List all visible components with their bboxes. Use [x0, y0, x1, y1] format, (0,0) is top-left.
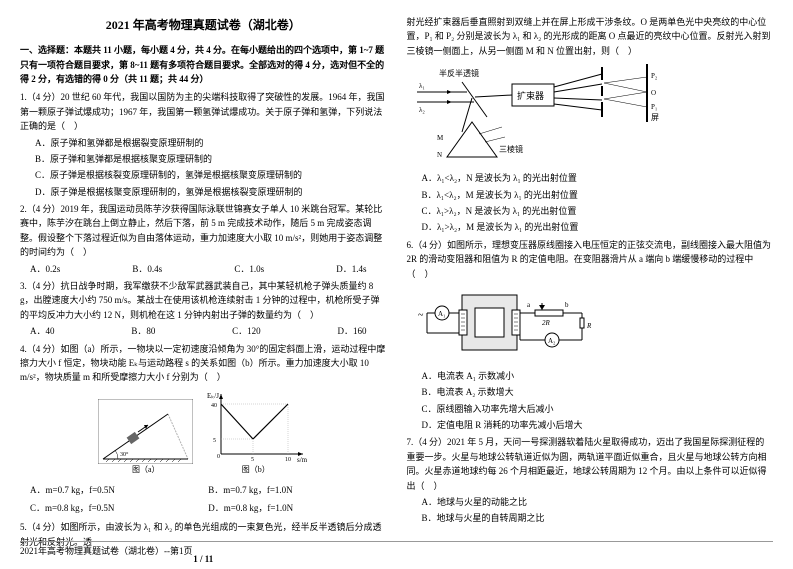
svg-text:M: M: [437, 134, 444, 142]
q1-opt-d: D．原子弹是根据核聚变原理研制的，氢弹是根据核裂变原理研制的: [35, 185, 387, 199]
q5-label-ping: 屏: [651, 113, 659, 122]
q1-stem: 1.（4 分）20 世纪 60 年代，我国以国防为主的尖端科技取得了突破性的发展…: [20, 90, 387, 133]
q3-stem: 3.（4 分）抗日战争时期，我军缴获不少敌军武器武装自己，其中某轻机枪子弹头质量…: [20, 279, 387, 322]
q1-opt-b: B．原子弹和氢弹都是根据核聚变原理研制的: [35, 152, 387, 166]
q2-opt-b: B．0.4s: [132, 262, 162, 276]
q4-fig-b-label: 图（b）: [203, 464, 308, 477]
section-heading: 一、选择题：本题共 11 小题，每小题 4 分，共 4 分。在每小题给出的四个选…: [20, 43, 387, 86]
q3-opt-d: D．160: [337, 324, 366, 338]
q4-opt-c: C．m=0.8 kg，f=0.5N: [30, 501, 208, 515]
q4-xlabel: s/m: [297, 456, 308, 464]
q1-opt-a: A．原子弹和氢弹都是根据裂变原理研制的: [35, 136, 387, 150]
svg-text:A₁: A₁: [438, 310, 446, 318]
q5-cont: 射光经扩束器后垂直照射到双缝上并在屏上形成干涉条纹。O 是两单色光中央亮纹的中心…: [407, 15, 774, 58]
q4-figures: 30°: [20, 389, 387, 477]
q3-opt-b: B．80: [131, 324, 155, 338]
q2-opt-a: A．0.2s: [30, 262, 60, 276]
svg-text:30°: 30°: [120, 451, 129, 458]
right-column: 射光经扩束器后垂直照射到双缝上并在屏上形成干涉条纹。O 是两单色光中央亮纹的中心…: [407, 12, 774, 567]
question-3: 3.（4 分）抗日战争时期，我军缴获不少敌军武器武装自己，其中某轻机枪子弹头质量…: [20, 279, 387, 339]
q6-opt-b: B．电流表 A₂ 示数增大: [422, 385, 774, 399]
question-7: 7.（4 分）2021 年 5 月，天问一号探测器软着陆火星取得成功，迈出了我国…: [407, 435, 774, 525]
q3-opt-c: C．120: [232, 324, 261, 338]
q4-figure-a: 30°: [98, 399, 193, 464]
svg-text:5: 5: [213, 438, 216, 444]
footer-text: 2021年高考物理真题试卷（湖北卷）--第1页: [20, 546, 193, 556]
svg-text:a: a: [527, 301, 531, 309]
q4-ylabel: Eₖ/J: [207, 392, 219, 400]
q5-opt-d: D．λ₁>λ₂，M 是波长为 λ₁ 的光出射位置: [422, 220, 774, 234]
svg-text:b: b: [565, 301, 569, 309]
svg-text:A₂: A₂: [548, 337, 556, 345]
q4-opt-a: A．m=0.7 kg，f=0.5N: [30, 483, 208, 497]
q5-figure: 半反半透镜 λ₁ λ₂ 扩束器: [407, 62, 667, 167]
question-1: 1.（4 分）20 世纪 60 年代，我国以国防为主的尖端科技取得了突破性的发展…: [20, 90, 387, 199]
svg-text:λ₁: λ₁: [419, 82, 425, 90]
q4-opt-b: B．m=0.7 kg，f=1.0N: [208, 483, 386, 497]
left-column: 2021 年高考物理真题试卷（湖北卷） 一、选择题：本题共 11 小题，每小题 …: [20, 12, 387, 567]
q3-opt-a: A．40: [30, 324, 55, 338]
q2-opt-c: C．1.0s: [234, 262, 264, 276]
q6-opt-d: D．定值电阻 R 消耗的功率先减小后增大: [422, 418, 774, 432]
q5-label-lengjin: 三棱镜: [499, 144, 523, 154]
svg-text:λ₂: λ₂: [419, 106, 425, 114]
question-4: 4.（4 分）如图（a）所示，一物块以一定初速度沿倾角为 30°的固定斜面上滑，…: [20, 342, 387, 518]
svg-text:P₂: P₂: [651, 72, 658, 80]
svg-text:40: 40: [211, 403, 217, 409]
exam-title: 2021 年高考物理真题试卷（湖北卷）: [20, 16, 387, 35]
q4-options: A．m=0.7 kg，f=0.5N B．m=0.7 kg，f=1.0N C．m=…: [20, 481, 387, 518]
svg-text:~: ~: [418, 310, 424, 321]
q6-figure: A₁ ~ a b 2R R: [407, 285, 597, 365]
question-5-cont: 射光经扩束器后垂直照射到双缝上并在屏上形成干涉条纹。O 是两单色光中央亮纹的中心…: [407, 15, 774, 235]
svg-text:O: O: [651, 89, 656, 97]
question-6: 6.（4 分）如图所示，理想变压器原线圈接入电压恒定的正弦交流电，副线圈接入最大…: [407, 238, 774, 433]
q7-options: A．地球与火星的动能之比 B．地球与火星的自转周期之比: [407, 495, 774, 526]
page-footer: 2021年高考物理真题试卷（湖北卷）--第1页: [20, 541, 773, 557]
q6-stem: 6.（4 分）如图所示，理想变压器原线圈接入电压恒定的正弦交流电，副线圈接入最大…: [407, 238, 774, 281]
q5-options: A．λ₁<λ₂，N 是波长为 λ₁ 的光出射位置 B．λ₁<λ₂，M 是波长为 …: [407, 171, 774, 235]
q4-opt-d: D．m=0.8 kg，f=1.0N: [208, 501, 386, 515]
q3-options: A．40 B．80 C．120 D．160: [20, 324, 387, 338]
q6-opt-c: C．原线圈输入功率先增大后减小: [422, 402, 774, 416]
q2-stem: 2.（4 分）2019 年，我国运动员陈芋汐获得国际泳联世锦赛女子单人 10 米…: [20, 202, 387, 260]
q1-options: A．原子弹和氢弹都是根据裂变原理研制的 B．原子弹和氢弹都是根据核聚变原理研制的…: [20, 136, 387, 200]
svg-text:0: 0: [217, 454, 220, 460]
q5-opt-a: A．λ₁<λ₂，N 是波长为 λ₁ 的光出射位置: [422, 171, 774, 185]
q2-options: A．0.2s B．0.4s C．1.0s D．1.4s: [20, 262, 387, 276]
q2-opt-d: D．1.4s: [336, 262, 366, 276]
q7-stem: 7.（4 分）2021 年 5 月，天问一号探测器软着陆火星取得成功，迈出了我国…: [407, 435, 774, 493]
svg-text:10: 10: [285, 457, 291, 463]
q5-label-kuoshu: 扩束器: [517, 90, 544, 101]
q1-opt-c: C．原子弹是根据核裂变原理研制的，氢弹是根据核聚变原理研制的: [35, 168, 387, 182]
svg-text:R: R: [586, 322, 592, 330]
q4-figure-b: Eₖ/J s/m 0 5 10 5: [203, 389, 308, 464]
q5-label-banfan: 半反半透镜: [439, 68, 479, 78]
q5-opt-b: B．λ₁<λ₂，M 是波长为 λ₁ 的光出射位置: [422, 188, 774, 202]
q7-opt-a: A．地球与火星的动能之比: [422, 495, 774, 509]
svg-text:N: N: [437, 151, 442, 159]
svg-text:2R: 2R: [542, 319, 551, 327]
q6-options: A．电流表 A₁ 示数减小 B．电流表 A₂ 示数增大 C．原线圈输入功率先增大…: [407, 369, 774, 433]
q5-opt-c: C．λ₁>λ₂，N 是波长为 λ₁ 的光出射位置: [422, 204, 774, 218]
svg-text:P₁: P₁: [651, 103, 657, 111]
q4-stem: 4.（4 分）如图（a）所示，一物块以一定初速度沿倾角为 30°的固定斜面上滑，…: [20, 342, 387, 385]
question-2: 2.（4 分）2019 年，我国运动员陈芋汐获得国际泳联世锦赛女子单人 10 米…: [20, 202, 387, 276]
q4-fig-a-label: 图（a）: [98, 464, 193, 477]
q6-opt-a: A．电流表 A₁ 示数减小: [422, 369, 774, 383]
q7-opt-b: B．地球与火星的自转周期之比: [422, 511, 774, 525]
svg-text:5: 5: [251, 457, 254, 463]
